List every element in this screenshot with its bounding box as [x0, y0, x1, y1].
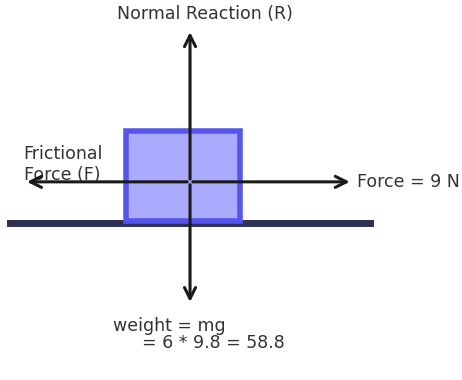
Text: Frictional
Force (F): Frictional Force (F) [23, 145, 102, 184]
Bar [126, 131, 240, 221]
Text: = 6 * 9.8 = 58.8: = 6 * 9.8 = 58.8 [120, 334, 285, 352]
Text: weight = mg: weight = mg [113, 317, 226, 335]
Text: Force = 9 N: Force = 9 N [357, 173, 460, 191]
Text: Normal Reaction (R): Normal Reaction (R) [117, 5, 292, 24]
